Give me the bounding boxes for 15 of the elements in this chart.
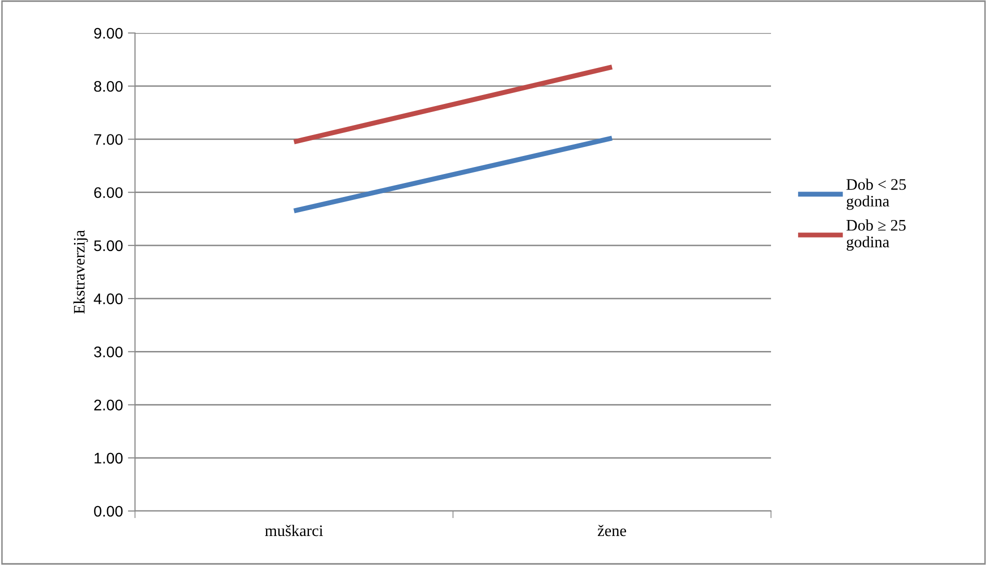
y-tick-label: 1.00 — [94, 452, 123, 464]
y-tick-label: 2.00 — [94, 400, 123, 410]
y-tick-label: 8.00 — [94, 80, 123, 92]
y-tick-label: 9.00 — [94, 28, 123, 39]
x-tick-label: žene — [598, 524, 626, 536]
y-tick-label: 4.00 — [94, 293, 123, 304]
y-tick-label: 6.00 — [94, 187, 123, 198]
legend-label: Dob < 25 godina — [846, 178, 906, 210]
legend-label: Dob ≥ 25 godina — [846, 219, 906, 251]
y-tick-label: 3.00 — [94, 346, 123, 358]
y-axis-title: Ekstraverzija — [73, 230, 88, 314]
y-tick-label: 0.00 — [94, 506, 123, 517]
x-tick-label: muškarci — [265, 524, 323, 536]
y-tick-label: 5.00 — [94, 240, 123, 252]
y-tick-label: 7.00 — [94, 134, 123, 145]
